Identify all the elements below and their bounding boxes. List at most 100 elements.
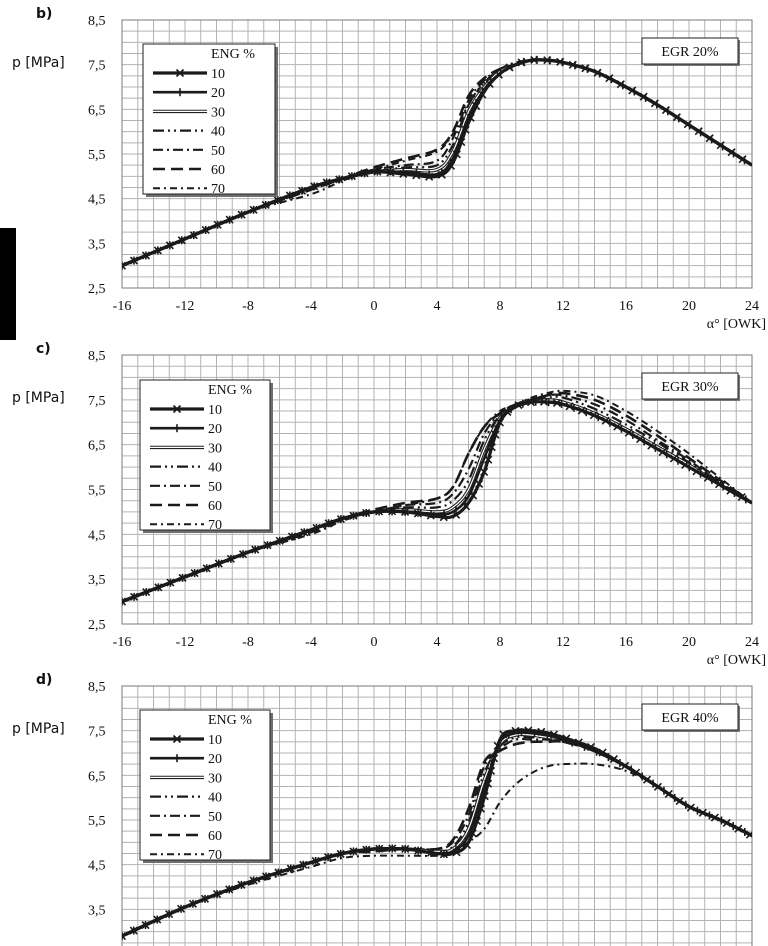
series-marker-10: [683, 120, 692, 129]
series-marker-10: [349, 847, 358, 856]
series-marker-10: [177, 236, 186, 245]
series-marker-10: [287, 532, 297, 541]
series-marker-10: [601, 416, 610, 425]
egr-annotation: EGR 30%: [641, 372, 740, 401]
series-marker-10: [613, 422, 622, 431]
legend-label-20: 20: [211, 86, 225, 101]
y-tick-label: 5,5: [88, 484, 106, 499]
series-marker-10: [539, 397, 549, 406]
series-marker-10: [491, 430, 500, 439]
series-marker-10: [401, 507, 410, 516]
series-marker-10: [505, 63, 514, 72]
series-marker-10: [213, 889, 222, 899]
series-marker-10: [716, 141, 725, 150]
series-marker-10: [480, 792, 489, 801]
x-tick-label: 4: [434, 635, 441, 650]
legend-label-10: 10: [208, 733, 222, 748]
series-marker-10: [574, 738, 583, 747]
series-marker-10: [586, 742, 596, 752]
series-marker-10: [129, 256, 139, 265]
series-marker-10: [176, 904, 186, 913]
series-marker-10: [178, 573, 187, 582]
series-marker-10: [373, 167, 382, 176]
series-group: [122, 55, 752, 270]
series-marker-10: [661, 106, 671, 115]
x-tick-label: 12: [556, 299, 570, 314]
legend-label-70: 70: [211, 182, 225, 197]
y-tick-label: 6,5: [88, 103, 106, 118]
series-marker-10: [360, 169, 369, 178]
y-tick-label: 8,5: [88, 349, 106, 364]
legend-box: [139, 709, 271, 861]
series-marker-10: [658, 447, 667, 457]
x-tick-label: 8: [497, 635, 504, 650]
y-tick-label: 7,5: [88, 394, 106, 409]
legend: ENG % 10 20 30 40 50 60 70: [139, 709, 273, 863]
x-tick-label: 8: [497, 299, 504, 314]
series-marker-10: [524, 726, 533, 735]
panel-label: c): [36, 341, 51, 357]
series-marker-10: [469, 491, 478, 500]
series-marker-10: [452, 150, 461, 159]
y-tick-label: 3,5: [88, 237, 106, 252]
series-marker-10: [130, 592, 139, 601]
series-marker-10: [715, 480, 724, 489]
series-marker-10: [734, 824, 743, 833]
series-marker-10: [122, 597, 127, 606]
series-marker-10: [202, 564, 211, 573]
legend-label-30: 30: [208, 771, 222, 786]
series-marker-10: [386, 168, 395, 177]
series-marker-10: [628, 86, 637, 95]
legend-label-50: 50: [208, 480, 222, 495]
legend-label-10: 10: [211, 67, 225, 82]
series-marker-10: [462, 840, 471, 849]
series-marker-10: [322, 178, 331, 187]
series-marker-10: [188, 899, 198, 908]
x-tick-label: 0: [371, 635, 378, 650]
series-marker-10: [425, 172, 434, 181]
series-marker-10: [153, 915, 162, 924]
legend-title: ENG %: [208, 383, 252, 398]
y-tick-label: 6,5: [88, 769, 106, 784]
series-marker-10: [225, 215, 234, 224]
legend-label-60: 60: [208, 499, 222, 514]
x-tick-label: 4: [434, 299, 441, 314]
y-tick-label: 7,5: [88, 59, 106, 74]
x-tick-label: -8: [242, 635, 254, 650]
series-marker-10: [461, 502, 470, 511]
edge-tab-mark: [0, 228, 16, 340]
series-marker-10: [129, 926, 138, 935]
series-marker-10: [605, 74, 614, 83]
series-marker-10: [347, 172, 356, 181]
series-marker-10: [568, 60, 577, 69]
legend-label-10: 10: [208, 403, 222, 418]
x-tick-label: -12: [176, 635, 195, 650]
series-marker-10: [142, 588, 151, 597]
series-marker-10: [375, 507, 384, 516]
y-tick-label: 4,5: [88, 859, 106, 874]
series-marker-10: [675, 797, 684, 806]
series-marker-10: [452, 848, 461, 857]
series-marker-10: [189, 231, 198, 240]
series-marker-10: [426, 848, 436, 857]
series-marker-10: [490, 754, 499, 763]
series-marker-10: [556, 57, 565, 66]
series-marker-10: [737, 493, 746, 502]
series-marker-10: [738, 155, 747, 164]
series-marker-10: [494, 70, 503, 79]
x-tick-label: -12: [176, 299, 195, 314]
series-marker-10: [745, 830, 752, 839]
series-marker-10: [437, 170, 446, 179]
series-marker-10: [727, 148, 736, 157]
legend-box: [139, 379, 271, 531]
series-marker-10: [493, 741, 502, 750]
series-line-10: [122, 728, 752, 938]
series-marker-10: [476, 804, 486, 813]
series-marker-10: [399, 169, 408, 178]
series-marker-10: [439, 513, 448, 522]
series-marker-10: [362, 508, 371, 518]
series-marker-10: [692, 467, 701, 476]
legend-label-60: 60: [211, 163, 225, 178]
series-marker-10: [457, 138, 466, 147]
series-marker-10: [694, 127, 703, 136]
